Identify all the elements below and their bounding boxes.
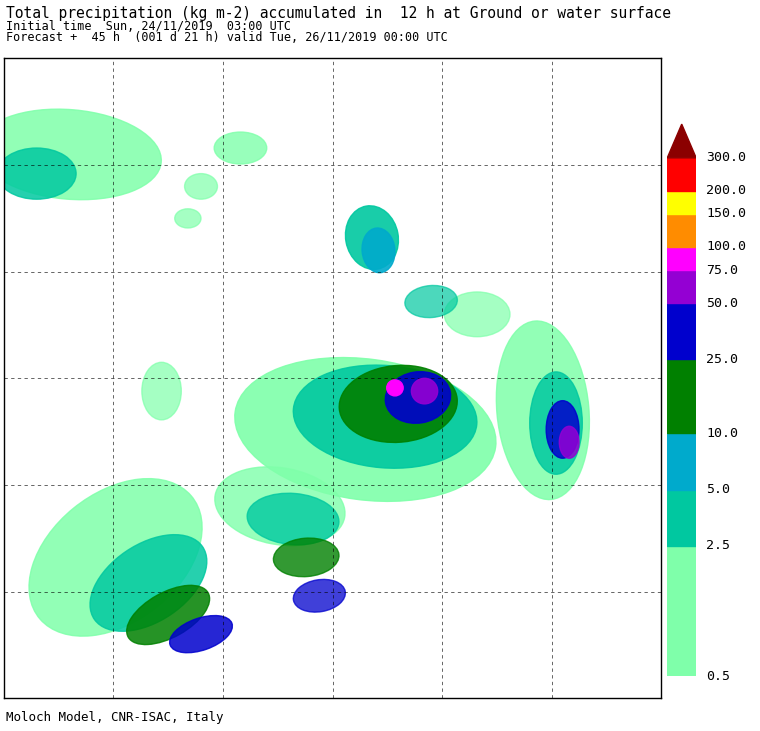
Ellipse shape [362,228,395,273]
Ellipse shape [411,379,438,404]
Ellipse shape [142,363,182,420]
Ellipse shape [445,292,510,337]
Ellipse shape [346,205,398,270]
Text: 200.0: 200.0 [706,184,746,197]
Bar [667,158,696,191]
Ellipse shape [274,538,339,577]
Ellipse shape [235,357,496,501]
Text: 300.0: 300.0 [706,151,746,164]
Text: 10.0: 10.0 [706,427,738,440]
Bar [667,247,696,270]
Text: 5.0: 5.0 [706,483,730,496]
Ellipse shape [215,467,345,545]
Bar [667,214,696,247]
Ellipse shape [29,479,202,636]
Ellipse shape [496,321,590,499]
Text: 2.5: 2.5 [706,539,730,552]
Bar [667,191,696,214]
Ellipse shape [293,580,345,612]
Bar [667,490,696,546]
Bar [667,546,696,676]
Text: Total precipitation (kg m-2) accumulated in  12 h at Ground or water surface: Total precipitation (kg m-2) accumulated… [6,6,671,21]
Ellipse shape [405,285,458,318]
Ellipse shape [127,586,210,645]
Ellipse shape [175,209,201,228]
Ellipse shape [169,616,233,653]
Ellipse shape [385,371,451,423]
Ellipse shape [90,534,207,632]
Text: Moloch Model, CNR-ISAC, Italy: Moloch Model, CNR-ISAC, Italy [6,711,223,724]
Bar [667,270,696,303]
Text: Initial time  Sun, 24/11/2019  03:00 UTC: Initial time Sun, 24/11/2019 03:00 UTC [6,20,291,34]
Ellipse shape [530,372,582,474]
Text: 25.0: 25.0 [706,352,738,366]
Ellipse shape [559,426,579,458]
Text: 100.0: 100.0 [706,240,746,254]
Ellipse shape [0,148,76,200]
Polygon shape [667,124,696,158]
Text: Forecast +  45 h  (001 d 21 h) valid Tue, 26/11/2019 00:00 UTC: Forecast + 45 h (001 d 21 h) valid Tue, … [6,31,448,44]
Ellipse shape [339,366,458,442]
Text: 50.0: 50.0 [706,297,738,309]
Ellipse shape [293,365,477,469]
Ellipse shape [387,380,403,396]
Ellipse shape [247,493,339,545]
Ellipse shape [546,401,579,458]
Ellipse shape [214,132,267,164]
Bar [667,433,696,490]
Text: 150.0: 150.0 [706,208,746,221]
Text: 0.5: 0.5 [706,670,730,683]
Text: 75.0: 75.0 [706,264,738,276]
Ellipse shape [185,173,217,199]
Bar [667,359,696,433]
Ellipse shape [0,109,161,200]
Bar [667,303,696,359]
